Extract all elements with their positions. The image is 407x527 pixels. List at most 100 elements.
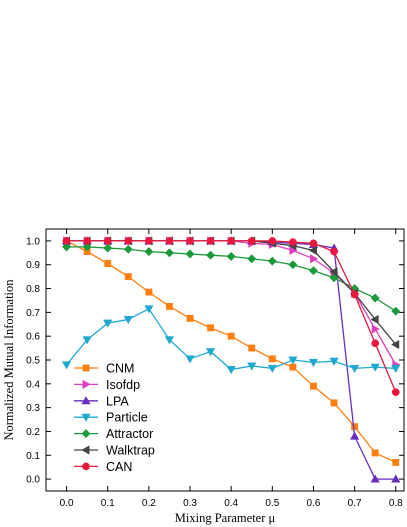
data-point-can <box>391 388 400 397</box>
legend-marker-cnm <box>82 364 90 372</box>
data-point-particle <box>61 361 72 370</box>
legend-marker-lpa <box>81 396 91 405</box>
data-point-walktrap <box>391 339 400 350</box>
plot-frame <box>45 228 405 492</box>
data-point-can <box>227 237 236 245</box>
data-point-particle <box>103 319 113 328</box>
data-point-lpa <box>370 474 380 483</box>
data-point-attractor <box>164 248 175 258</box>
data-point-attractor <box>391 306 401 316</box>
series-particle <box>61 305 401 375</box>
legend-item-walktrap: Walktrap <box>74 444 155 458</box>
data-point-can <box>62 237 71 245</box>
y-tick-label: 0.9 <box>26 260 40 271</box>
data-point-can <box>186 237 194 245</box>
data-point-particle <box>226 366 236 375</box>
data-point-particle <box>123 316 133 325</box>
data-point-lpa <box>349 431 360 440</box>
data-point-cnm <box>207 324 215 332</box>
data-point-walktrap <box>370 314 379 325</box>
data-point-particle <box>247 362 257 371</box>
y-tick-label: 0.8 <box>26 284 40 295</box>
x-tick-label: 0.5 <box>265 498 279 509</box>
data-point-can <box>165 237 174 245</box>
data-point-cnm <box>289 363 297 371</box>
legend-marker-attractor <box>81 429 91 439</box>
data-point-attractor <box>370 293 380 303</box>
data-point-cnm <box>371 449 379 457</box>
data-point-particle <box>164 336 175 345</box>
legend-label-cnm: CNM <box>106 362 134 376</box>
y-tick-label: 0.0 <box>26 475 40 486</box>
y-tick-label: 0.6 <box>26 332 40 343</box>
data-point-particle <box>82 336 92 345</box>
data-point-cnm <box>227 332 235 340</box>
data-point-particle <box>349 364 360 374</box>
data-point-can <box>145 237 153 245</box>
y-tick-label: 0.3 <box>26 403 40 414</box>
data-point-particle <box>267 364 277 374</box>
data-point-particle <box>391 364 401 374</box>
data-point-cnm <box>186 314 194 322</box>
data-point-can <box>330 247 338 256</box>
data-point-particle <box>205 348 216 357</box>
data-point-particle <box>144 305 154 314</box>
x-tick-label: 0.2 <box>142 498 156 509</box>
data-point-particle <box>288 356 298 365</box>
legend-label-can: CAN <box>106 460 132 474</box>
y-axis-title: Normalized Mutual Information <box>2 279 16 441</box>
legend-label-attractor: Attractor <box>106 427 153 441</box>
data-point-cnm <box>248 344 256 352</box>
legend-item-particle: Particle <box>74 411 148 425</box>
data-point-isofdp <box>371 324 380 334</box>
legend-item-can: CAN <box>74 460 132 474</box>
data-point-can <box>247 237 256 245</box>
data-point-attractor <box>103 243 113 253</box>
x-tick-label: 0.1 <box>101 498 115 509</box>
legend-item-isofdp: Isofdp <box>74 378 140 392</box>
data-point-lpa <box>391 474 401 483</box>
legend-label-walktrap: Walktrap <box>106 444 155 458</box>
data-point-isofdp <box>310 254 319 264</box>
legend-label-lpa: LPA <box>106 394 129 408</box>
y-tick-label: 0.5 <box>26 356 40 367</box>
data-point-walktrap <box>308 245 317 256</box>
data-point-can <box>309 239 318 248</box>
legend-label-particle: Particle <box>106 411 148 425</box>
series-cnm <box>63 237 400 466</box>
data-point-cnm <box>124 273 132 281</box>
data-point-attractor <box>206 250 216 260</box>
legend-item-cnm: CNM <box>74 362 134 376</box>
legend-item-attractor: Attractor <box>74 427 153 441</box>
legend-marker-particle <box>81 413 91 422</box>
legend-marker-isofdp <box>82 379 91 390</box>
series-can <box>62 237 400 397</box>
data-point-attractor <box>123 244 133 254</box>
data-point-particle <box>185 355 195 364</box>
legend: CNM Isofdp LPA Particle Attractor Walktrap CAN <box>74 362 155 474</box>
data-point-cnm <box>351 423 359 431</box>
data-point-attractor <box>247 254 257 264</box>
data-point-attractor <box>308 266 319 276</box>
data-point-particle <box>329 357 339 366</box>
data-point-attractor <box>144 247 154 257</box>
x-tick-label: 0.8 <box>389 498 403 509</box>
series-attractor <box>62 242 401 316</box>
data-point-can <box>103 237 112 245</box>
legend-label-isofdp: Isofdp <box>106 378 140 392</box>
data-point-can <box>350 290 359 299</box>
data-series <box>61 236 401 483</box>
data-point-cnm <box>268 355 276 363</box>
y-tick-label: 0.7 <box>26 308 40 319</box>
data-point-can <box>124 237 133 245</box>
data-point-can <box>289 238 297 246</box>
x-tick-label: 0.7 <box>348 498 362 509</box>
data-point-can <box>206 237 215 245</box>
data-point-particle <box>308 358 319 368</box>
x-tick-label: 0.0 <box>60 498 74 509</box>
y-tick-label: 0.4 <box>26 379 40 390</box>
axis-ticks: 0.0 0.1 0.2 0.3 0.4 0.5 0.6 0.7 0.8 0.0 0.1 0.2 0.3 0… <box>26 229 404 509</box>
x-axis-title: Mixing Parameter μ <box>175 511 276 525</box>
x-tick-label: 0.4 <box>224 498 238 509</box>
